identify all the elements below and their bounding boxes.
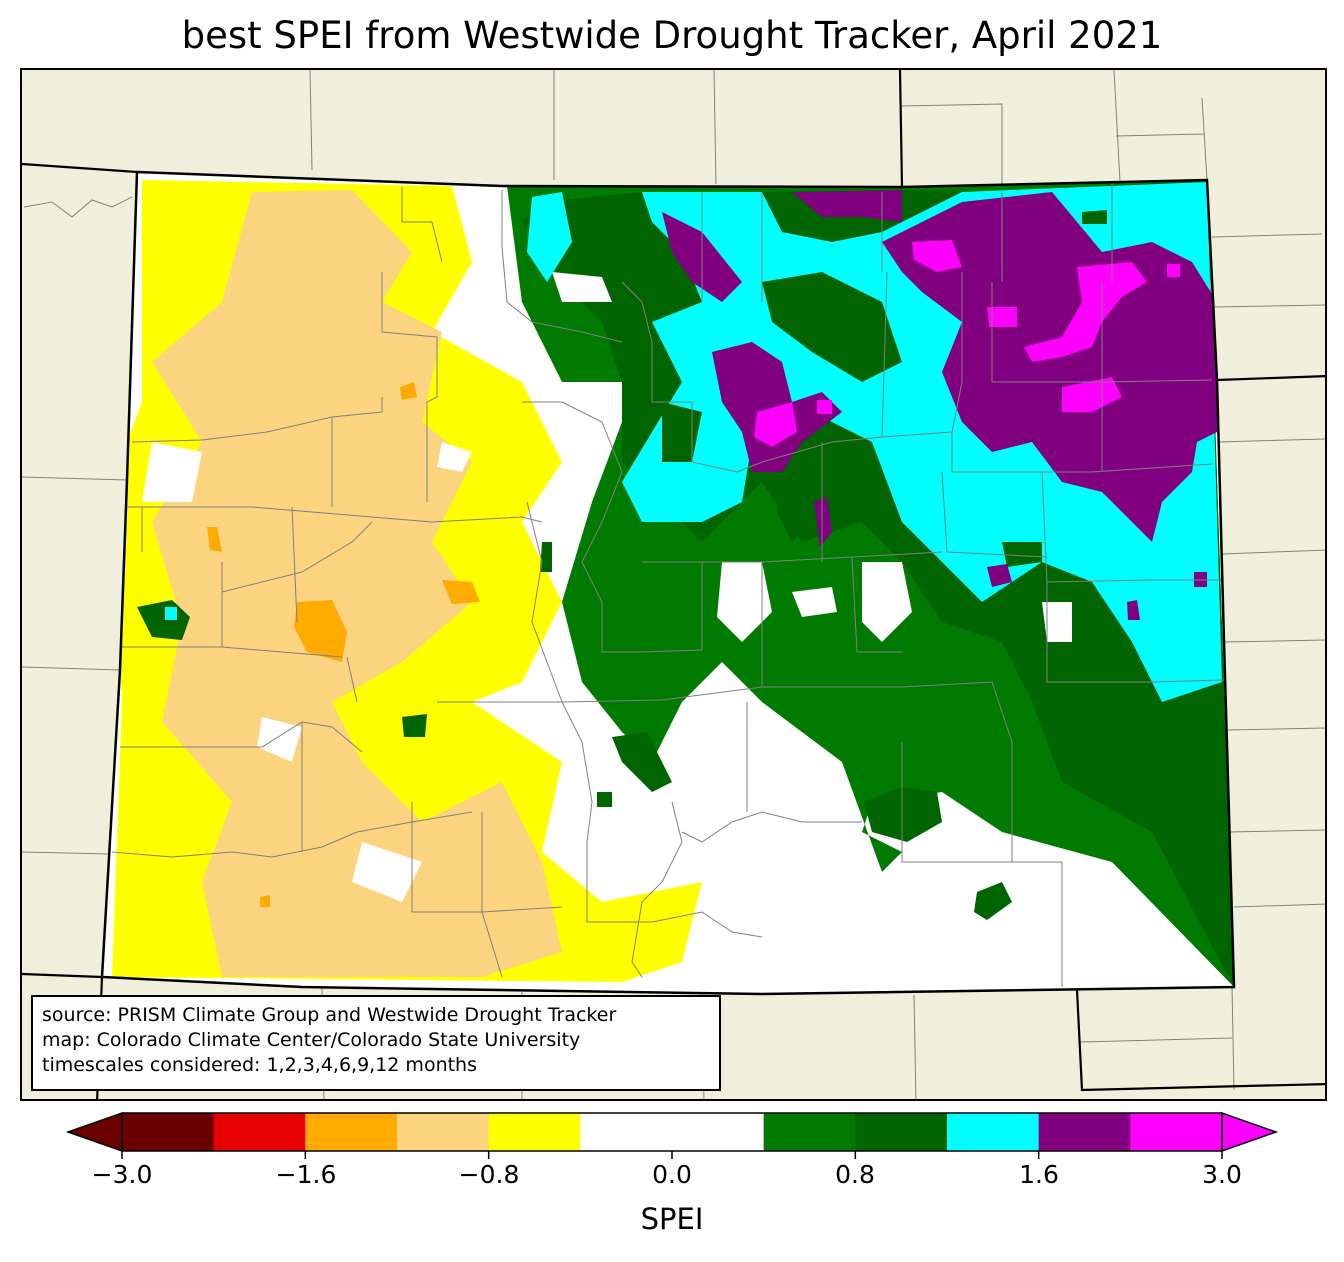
county-lines xyxy=(111,184,1225,987)
colorbar-cell xyxy=(122,1113,215,1151)
colorado-border xyxy=(100,170,1236,996)
colorbar-cell xyxy=(672,1113,765,1151)
colorbar-tick-label: −1.6 xyxy=(275,1160,337,1189)
map-credit-line: map: Colorado Climate Center/Colorado St… xyxy=(42,1029,581,1051)
map-title: best SPEI from Westwide Drought Tracker,… xyxy=(181,14,1163,57)
drought-map xyxy=(22,70,1325,1099)
colorbar-tick-label: −0.8 xyxy=(458,1160,520,1189)
colorbar-cell xyxy=(763,1113,856,1151)
colorbar-cell xyxy=(855,1113,948,1151)
colorbar-under-arrow xyxy=(65,1111,123,1153)
colorbar-title: SPEI xyxy=(640,1202,704,1236)
timescales-line: timescales considered: 1,2,3,4,6,9,12 mo… xyxy=(42,1054,477,1076)
colorbar-tick-label: 3.0 xyxy=(1202,1160,1242,1189)
colorbar-cell xyxy=(1130,1113,1223,1151)
colorbar-cell xyxy=(947,1113,1040,1151)
source-box: source: PRISM Climate Group and Westwide… xyxy=(31,995,721,1091)
colorbar-cell xyxy=(488,1113,581,1151)
colorbar-tick-label: 0.8 xyxy=(835,1160,875,1189)
colorbar-cell xyxy=(213,1113,306,1151)
colorbar-cell xyxy=(397,1113,490,1151)
colorbar-cell xyxy=(305,1113,398,1151)
colorbar-cell xyxy=(580,1113,673,1151)
colorbar-cell xyxy=(1038,1113,1131,1151)
colorbar-tick-label: 0.0 xyxy=(652,1160,692,1189)
colorbar-tick-label: −3.0 xyxy=(91,1160,153,1189)
source-line: source: PRISM Climate Group and Westwide… xyxy=(42,1004,617,1026)
map-area xyxy=(20,68,1327,1101)
colorbar xyxy=(65,1111,1279,1159)
colorbar-over-arrow xyxy=(1221,1111,1279,1153)
colorbar-tick-label: 1.6 xyxy=(1019,1160,1059,1189)
